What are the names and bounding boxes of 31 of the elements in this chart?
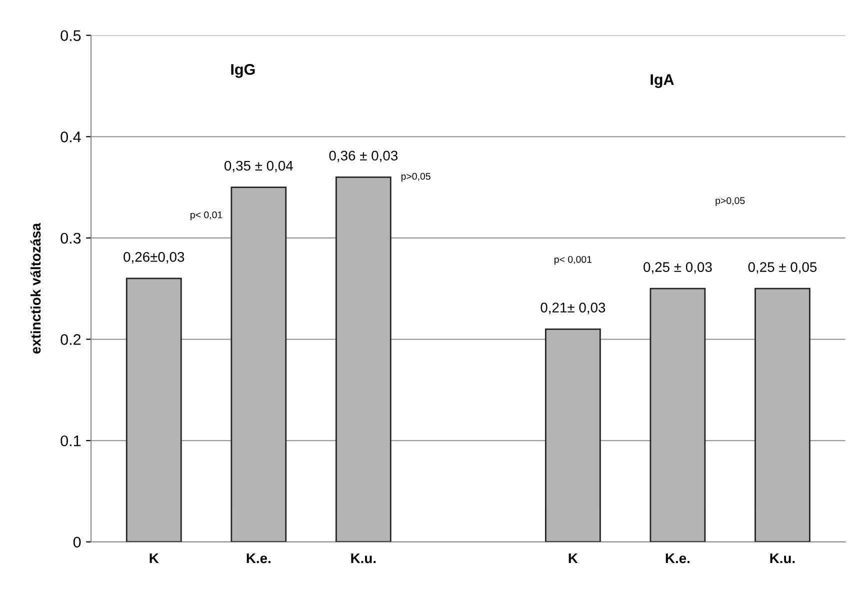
data-label: 0,25 ± 0,05	[748, 262, 817, 274]
x-tick-label: K	[150, 554, 159, 564]
y-tick-label: 0.2	[60, 334, 81, 345]
bar	[230, 186, 287, 542]
y-tick-label: 0	[73, 536, 81, 548]
bar	[335, 176, 392, 542]
annotation: p< 0,001	[554, 256, 592, 265]
annotation: IgA	[650, 74, 674, 88]
x-tick-label: K.u.	[351, 554, 376, 564]
y-tick-label: 0.1	[60, 435, 81, 446]
annotation: IgG	[231, 64, 255, 78]
annotation: p>0,05	[716, 197, 745, 206]
x-tick-label: K.e.	[246, 554, 270, 564]
bar	[650, 288, 706, 542]
bar	[754, 288, 810, 542]
data-label: 0,35 ± 0,04	[224, 160, 293, 172]
x-tick-label: K	[568, 554, 578, 564]
data-label: 0,21± 0,03	[540, 302, 606, 314]
x-tick-label: K.u.	[770, 554, 795, 564]
bar	[126, 278, 182, 542]
annotation: p< 0,01	[190, 211, 222, 220]
y-tick-label: 0.4	[60, 132, 81, 142]
data-label: 0,26±0,03	[124, 252, 184, 264]
y-tick-label: 0.5	[60, 30, 81, 42]
data-label: 0,25 ± 0,03	[644, 262, 712, 274]
annotation: p>0,05	[401, 172, 430, 182]
data-label: 0,36 ± 0,03	[329, 150, 398, 162]
bar	[545, 328, 601, 542]
y-tick-label: 0.3	[60, 232, 81, 244]
y-axis-title: extinctiok változása	[30, 222, 41, 354]
x-tick-label: K.e.	[666, 554, 690, 564]
